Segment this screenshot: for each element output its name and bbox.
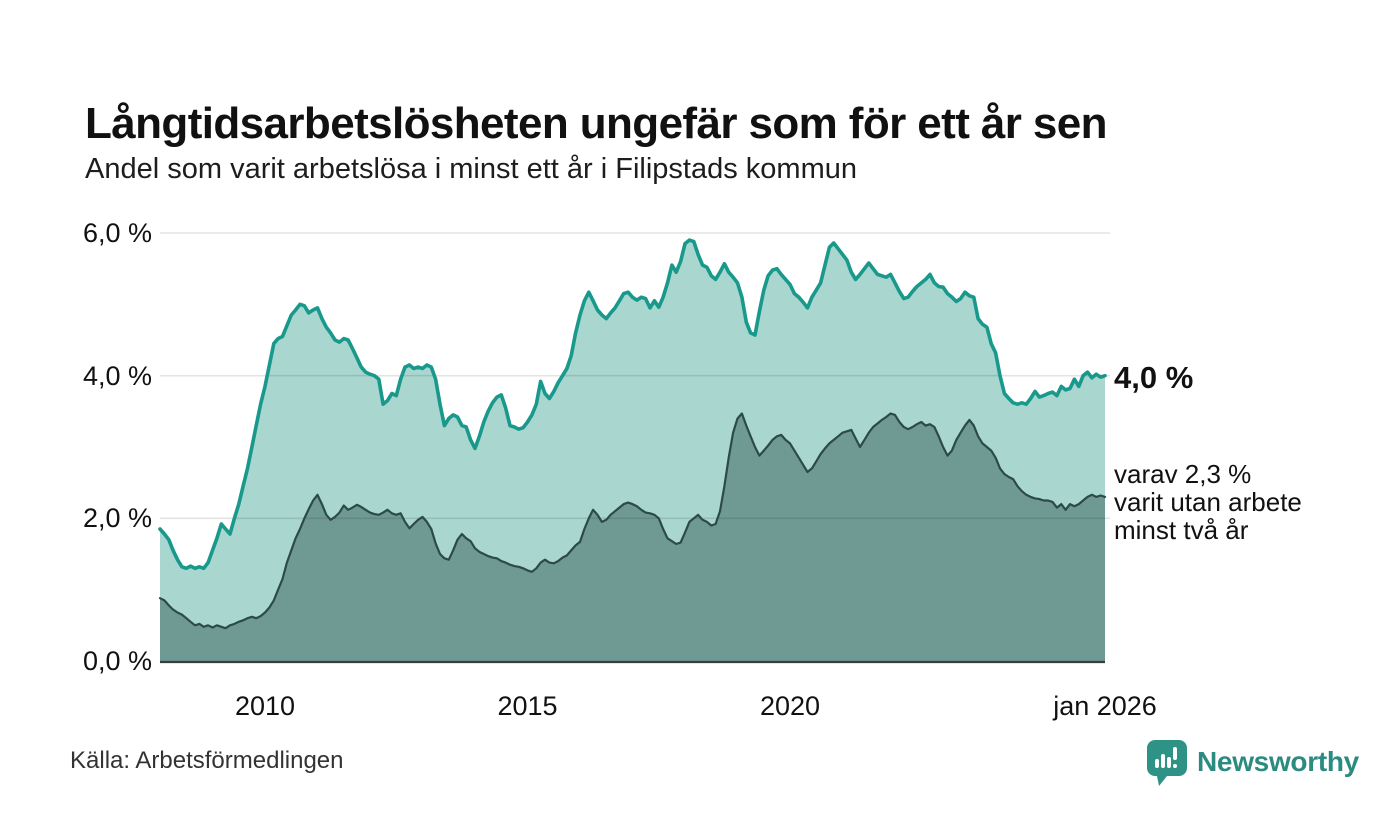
page-title: Långtidsarbetslösheten ungefär som för e… [85, 99, 1108, 149]
chart-canvas [158, 232, 1110, 664]
y-tick-label: 4,0 % [82, 360, 152, 391]
annotation-line-3: minst två år [1114, 515, 1249, 545]
y-tick-label: 6,0 % [82, 218, 152, 248]
newsworthy-wordmark: Newsworthy [1197, 746, 1359, 777]
area-min-two-years [160, 413, 1105, 661]
chart-subtitle: Andel som varit arbetslösa i minst ett å… [85, 153, 857, 185]
y-tick-label: 2,0 % [82, 503, 152, 534]
annotation-line-1: varav 2,3 % [1114, 459, 1252, 489]
x-tick-label: 2010 [234, 691, 296, 721]
latest-total-label: 4,0 % [1114, 360, 1194, 395]
unemployment-area-chart [158, 232, 1110, 664]
source-note: Källa: Arbetsförmedlingen [70, 747, 344, 774]
line-min-one-year [158, 238, 1107, 571]
newsworthy-bubble-chart-icon [1147, 740, 1187, 788]
x-tick-label: 2015 [497, 691, 558, 721]
y-tick-label: 0,0 % [82, 646, 152, 676]
two-year-annotation: varav 2,3 % varit utan arbete minst två … [1114, 460, 1302, 544]
x-tick-label: jan 2026 [1053, 691, 1157, 721]
x-tick-label: 2020 [759, 691, 821, 721]
newsworthy-logo: Newsworthy [1147, 740, 1359, 790]
annotation-line-2: varit utan arbete [1114, 487, 1302, 517]
line-min-two-years [158, 412, 1107, 630]
